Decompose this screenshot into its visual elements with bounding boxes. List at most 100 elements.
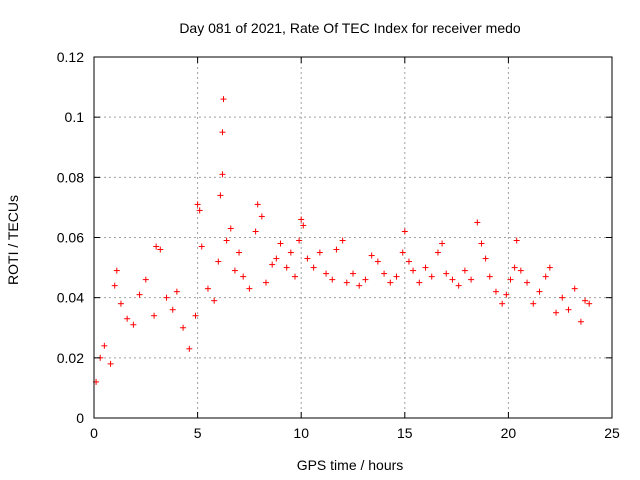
data-point: [157, 246, 164, 253]
data-point: [443, 270, 450, 277]
data-point: [486, 273, 493, 280]
data-point: [333, 246, 340, 253]
data-point: [503, 291, 510, 298]
y-tick-label: 0.02: [57, 350, 84, 366]
y-tick-label: 0: [76, 410, 84, 426]
grid-lines: [94, 57, 612, 418]
data-point: [482, 255, 489, 262]
data-point: [296, 237, 303, 244]
y-axis-ticks: 0 0.02 0.04 0.06 0.08 0.1 0.12: [57, 49, 612, 426]
data-point: [223, 237, 230, 244]
x-tick-label: 20: [501, 425, 517, 441]
x-tick-label: 25: [604, 425, 620, 441]
data-point: [101, 342, 108, 349]
data-point: [399, 249, 406, 256]
data-point: [577, 318, 584, 325]
data-point: [219, 171, 226, 178]
data-point: [163, 294, 170, 301]
x-tick-label: 10: [293, 425, 309, 441]
data-point: [246, 285, 253, 292]
data-point: [449, 276, 456, 283]
data-point: [499, 300, 506, 307]
data-point: [298, 216, 305, 223]
data-point: [277, 240, 284, 247]
data-point: [553, 309, 560, 316]
data-point: [192, 312, 199, 319]
data-point: [559, 294, 566, 301]
data-point: [362, 276, 369, 283]
y-tick-label: 0.06: [57, 230, 84, 246]
data-point: [374, 258, 381, 265]
data-point: [111, 282, 118, 289]
data-point: [381, 270, 388, 277]
data-point: [492, 288, 499, 295]
data-point: [130, 321, 137, 328]
data-point: [416, 279, 423, 286]
data-point: [194, 201, 201, 208]
data-point: [511, 264, 518, 271]
data-point: [180, 324, 187, 331]
data-point: [258, 213, 265, 220]
data-point: [231, 267, 238, 274]
data-point: [219, 129, 226, 136]
data-point: [439, 240, 446, 247]
data-point: [468, 276, 475, 283]
data-point: [196, 207, 203, 214]
data-point: [136, 291, 143, 298]
data-point: [582, 297, 589, 304]
data-point: [291, 273, 298, 280]
data-point: [474, 219, 481, 226]
data-point: [356, 282, 363, 289]
data-point: [455, 282, 462, 289]
data-point: [273, 255, 280, 262]
y-tick-label: 0.04: [57, 290, 84, 306]
data-point: [513, 237, 520, 244]
data-point: [536, 288, 543, 295]
data-point: [368, 252, 375, 259]
data-points: [93, 96, 593, 385]
data-point: [240, 273, 247, 280]
data-point: [586, 300, 593, 307]
y-axis-label: ROTI / TECUs: [5, 195, 21, 285]
data-point: [428, 273, 435, 280]
data-point: [117, 300, 124, 307]
data-point: [124, 315, 131, 322]
data-point: [215, 258, 222, 265]
data-point: [153, 243, 160, 250]
data-point: [461, 267, 468, 274]
data-point: [211, 297, 218, 304]
data-point: [546, 264, 553, 271]
data-point: [339, 237, 346, 244]
data-point: [254, 201, 261, 208]
x-axis-ticks: 0 5 10 15 20 25: [90, 57, 620, 441]
y-tick-label: 0.1: [65, 109, 85, 125]
data-point: [151, 312, 158, 319]
data-point: [542, 273, 549, 280]
data-point: [220, 96, 227, 103]
data-point: [113, 267, 120, 274]
data-point: [169, 306, 176, 313]
data-point: [107, 360, 114, 367]
data-point: [530, 300, 537, 307]
chart-title: Day 081 of 2021, Rate Of TEC Index for r…: [179, 20, 521, 36]
data-point: [198, 243, 205, 250]
data-point: [517, 267, 524, 274]
data-point: [571, 285, 578, 292]
data-point: [300, 222, 307, 229]
data-point: [304, 255, 311, 262]
x-tick-label: 15: [397, 425, 413, 441]
data-point: [329, 276, 336, 283]
data-point: [316, 249, 323, 256]
data-point: [401, 228, 408, 235]
data-point: [410, 267, 417, 274]
data-point: [405, 258, 412, 265]
x-tick-label: 0: [90, 425, 98, 441]
data-point: [252, 228, 259, 235]
data-point: [287, 249, 294, 256]
data-point: [186, 345, 193, 352]
data-point: [507, 276, 514, 283]
data-point: [236, 249, 243, 256]
data-point: [269, 261, 276, 268]
data-point: [565, 306, 572, 313]
data-point: [393, 273, 400, 280]
